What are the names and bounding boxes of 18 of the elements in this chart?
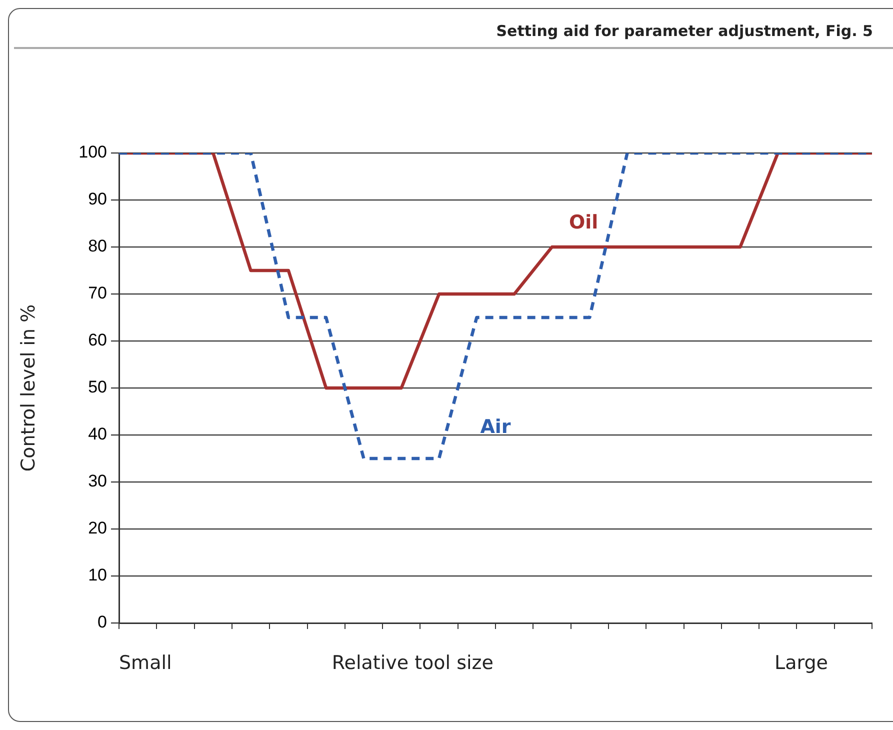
- y-tick-label: 0: [98, 612, 107, 632]
- y-tick-label: 30: [88, 472, 107, 491]
- y-axis-title: Control level in %: [17, 304, 40, 472]
- y-tick-label: 60: [88, 330, 107, 350]
- series-label: Air: [480, 416, 512, 438]
- y-tick-label: 70: [88, 284, 107, 303]
- text: Small: [119, 652, 172, 674]
- chart-title: Setting aid for parameter adjustment, Fig. 5: [496, 22, 873, 40]
- y-tick-label: 40: [88, 424, 107, 444]
- x-axis-title: Relative tool size: [332, 652, 494, 674]
- y-tick-label: 20: [88, 518, 107, 538]
- series-label: Oil: [569, 211, 598, 234]
- y-tick-label: 10: [88, 566, 107, 585]
- y-tick-label: 50: [88, 378, 107, 397]
- text: Large: [774, 652, 828, 674]
- y-tick-label: 80: [88, 236, 107, 256]
- y-tick-label: 90: [88, 190, 107, 209]
- y-tick-label: 100: [78, 142, 107, 162]
